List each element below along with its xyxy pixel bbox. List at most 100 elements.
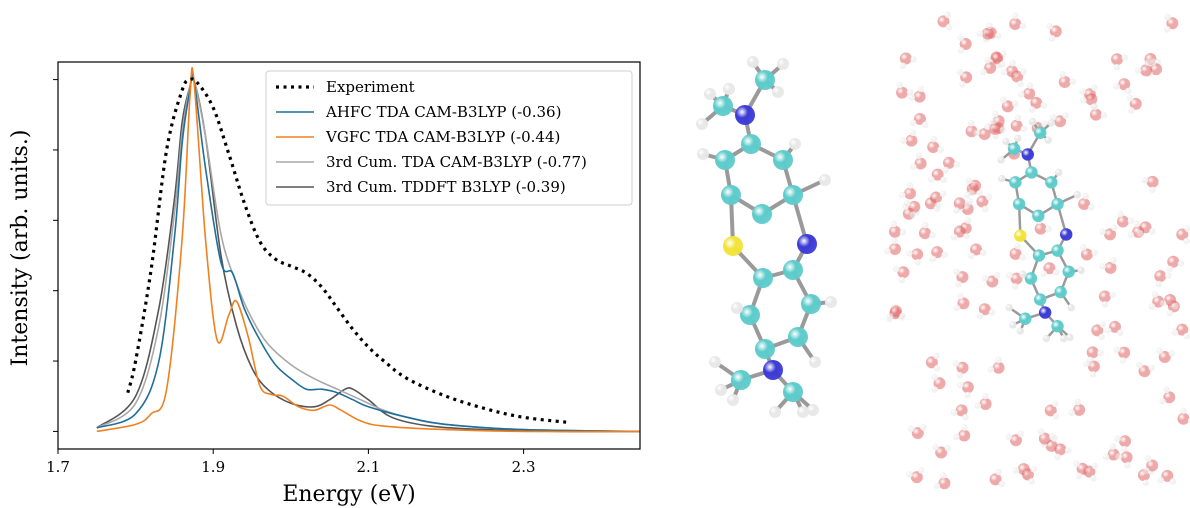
oxygen-atom (914, 157, 927, 170)
hydrogen-atom (956, 371, 964, 379)
hydrogen-atom (1119, 357, 1127, 364)
water-molecule (989, 468, 1006, 488)
oxygen-atom (1010, 119, 1023, 132)
hydrogen-atom (917, 85, 925, 93)
hydrogen-atom (1101, 301, 1109, 308)
hydrogen-atom (981, 205, 989, 213)
oxygen-atom (910, 471, 923, 484)
solute-atom (1012, 197, 1026, 211)
hydrogen-atom (1091, 84, 1098, 91)
oxygen-atom (1085, 93, 1098, 106)
hydrogen-atom (1088, 204, 1095, 211)
water-molecule (1134, 59, 1153, 77)
solute-atom (1014, 229, 1027, 242)
oxygen-atom (1009, 247, 1022, 260)
hydrogen-atom (1045, 225, 1052, 233)
oxygen-atom (1078, 197, 1091, 210)
hydrogen-atom (994, 32, 1002, 40)
oxygen-atom (1129, 97, 1142, 110)
oxygen-atom (889, 225, 902, 238)
oxygen-atom (931, 246, 944, 259)
water-molecule (909, 112, 929, 129)
mol-atom (752, 204, 772, 224)
hydrogen-atom (921, 221, 929, 229)
mol-atom (715, 150, 735, 170)
legend-entry-4: 3rd Cum. TDDFT B3LYP (-0.39) (326, 178, 566, 196)
hydrogen-atom (1052, 269, 1060, 276)
solute-atom (1067, 303, 1075, 312)
hydrogen-atom (1159, 300, 1167, 307)
oxygen-atom (1138, 365, 1151, 378)
mol-atom (755, 70, 775, 90)
water-molecule (925, 352, 941, 372)
hydrogen-atom (900, 137, 907, 145)
water-molecule (1142, 455, 1159, 475)
solute-atom (1066, 333, 1074, 342)
solute-atom (1038, 306, 1052, 319)
hydrogen-atom (892, 265, 900, 273)
hydrogen-atom (1171, 302, 1179, 310)
mol-atom (769, 406, 781, 418)
hydrogen-atom (1104, 327, 1112, 334)
x-axis-label: Energy (eV) (282, 482, 415, 507)
hydrogen-atom (953, 161, 961, 168)
solute-atom (1021, 148, 1034, 161)
oxygen-atom (897, 266, 910, 279)
hydrogen-atom (903, 200, 911, 207)
oxygen-atom (1030, 96, 1043, 109)
hydrogen-atom (955, 280, 962, 288)
oxygen-atom (1089, 108, 1102, 121)
hydrogen-atom (1114, 435, 1121, 443)
hydrogen-atom (1127, 231, 1135, 239)
solute-atom (1019, 270, 1027, 278)
hydrogen-atom (1017, 91, 1025, 98)
hydrogen-atom (1163, 386, 1171, 393)
series-line-0 (126, 77, 571, 425)
oxygen-atom (905, 134, 918, 147)
oxygen-atom (960, 71, 973, 84)
water-molecule (956, 68, 973, 88)
hydrogen-atom (1164, 13, 1171, 21)
water-molecule (1091, 321, 1107, 341)
mol-atom (704, 88, 716, 100)
water-molecule (1104, 320, 1124, 337)
oxygen-atom (1146, 175, 1159, 188)
mol-atom (809, 356, 821, 368)
oxygen-atom (959, 37, 972, 50)
hydrogen-atom (1098, 333, 1106, 341)
solute-atom (1032, 249, 1046, 262)
oxygen-atom (978, 303, 991, 316)
oxygen-atom (1161, 469, 1174, 482)
hydrogen-atom (1069, 78, 1077, 86)
hydrogen-atom (905, 249, 913, 257)
mol-atom (723, 236, 743, 256)
oxygen-atom (1083, 465, 1096, 478)
solute-atom (1060, 334, 1068, 343)
water-molecule (1099, 224, 1118, 241)
mol-atom (763, 360, 783, 380)
oxygen-atom (1054, 443, 1067, 456)
hydrogen-atom (890, 220, 898, 228)
hydrogen-atom (1059, 70, 1067, 78)
hydrogen-atom (953, 433, 960, 441)
hydrogen-atom (1149, 58, 1157, 66)
oxygen-atom (969, 179, 982, 192)
methylene-blue-molecule (696, 56, 837, 418)
oxygen-atom (1104, 228, 1117, 241)
hydrogen-atom (1151, 291, 1159, 298)
series-line-2 (96, 67, 641, 433)
water-molecule (1136, 221, 1156, 237)
water-molecule (892, 265, 910, 284)
water-molecule (974, 392, 992, 410)
hydrogen-atom (1049, 113, 1057, 121)
x-axis-ticks: 1.7 1.9 2.1 2.3 (46, 449, 536, 476)
hydrogen-atom (1136, 229, 1144, 237)
hydrogen-atom (987, 366, 995, 373)
water-molecule (1176, 225, 1190, 245)
hydrogen-atom (968, 252, 975, 260)
oxygen-atom (927, 141, 940, 154)
oxygen-atom (1049, 25, 1062, 38)
hydrogen-atom (1124, 461, 1131, 469)
hydrogen-atom (952, 360, 960, 367)
water-molecule (1083, 360, 1100, 378)
